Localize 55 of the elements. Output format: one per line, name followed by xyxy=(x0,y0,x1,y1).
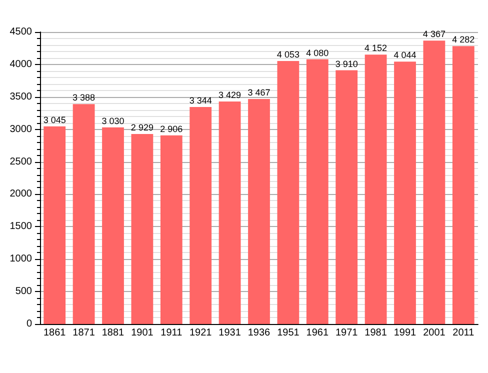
bar xyxy=(364,54,387,324)
y-tick-label: 500 xyxy=(15,286,32,298)
x-tick-label: 1931 xyxy=(218,328,242,338)
y-tick-label: 3500 xyxy=(10,91,32,102)
bar xyxy=(218,101,241,324)
data-label: 3 429 xyxy=(218,90,242,100)
bar xyxy=(44,126,66,324)
bar xyxy=(336,70,358,324)
x-tick-label: 1881 xyxy=(102,328,125,338)
x-tick-label: 1921 xyxy=(189,328,212,338)
x-tick-label: 2011 xyxy=(452,328,475,338)
bar xyxy=(190,107,212,324)
x-tick-label: 1936 xyxy=(248,328,271,338)
data-label: 4 053 xyxy=(276,50,300,60)
y-tick-label: 2500 xyxy=(10,156,32,168)
data-label: 3 344 xyxy=(189,96,212,106)
x-tick-label: 2001 xyxy=(423,328,446,338)
y-tick-label: 4000 xyxy=(10,58,32,70)
data-label: 4 367 xyxy=(422,29,446,40)
x-tick-label: 1901 xyxy=(131,328,154,338)
x-tick-label: 1911 xyxy=(160,328,183,338)
y-tick-label: 4500 xyxy=(10,26,32,38)
x-tick-label: 1971 xyxy=(335,328,358,338)
data-label: 3 910 xyxy=(335,58,358,69)
data-label: 4 044 xyxy=(394,50,416,60)
data-label: 2 929 xyxy=(130,122,154,132)
x-tick-label: 1951 xyxy=(277,328,300,338)
bar xyxy=(102,127,124,324)
data-label: 4 152 xyxy=(364,43,388,54)
bar xyxy=(394,62,416,324)
data-label: 2 906 xyxy=(160,124,183,134)
bar xyxy=(160,135,182,324)
bar xyxy=(131,134,154,324)
bar xyxy=(72,104,95,324)
data-label: 4 080 xyxy=(306,48,329,58)
bar xyxy=(452,46,474,324)
x-tick-label: 1861 xyxy=(43,328,66,338)
y-tick-label: 3000 xyxy=(10,124,32,135)
bar xyxy=(277,61,300,324)
y-tick-label: 2000 xyxy=(10,188,32,200)
bar xyxy=(306,59,328,324)
x-tick-label: 1961 xyxy=(306,328,329,338)
x-tick-label: 1981 xyxy=(364,328,388,338)
x-tick-label: 1991 xyxy=(394,328,417,338)
data-label: 3 045 xyxy=(43,114,66,125)
data-label: 3 030 xyxy=(102,116,124,126)
bar xyxy=(248,99,270,324)
bar xyxy=(423,40,446,324)
data-label: 4 282 xyxy=(452,34,475,45)
x-tick-label: 1871 xyxy=(72,328,96,338)
y-tick-label: 1500 xyxy=(10,221,32,232)
y-tick-label: 1000 xyxy=(10,254,32,265)
data-label: 3 467 xyxy=(248,88,270,98)
data-label: 3 388 xyxy=(72,92,96,103)
y-tick-label: 0 xyxy=(26,318,32,330)
